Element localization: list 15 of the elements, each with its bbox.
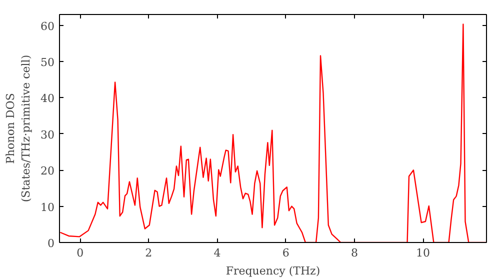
x-tick-label: 10 bbox=[416, 246, 430, 260]
y-tick-label: 60 bbox=[40, 20, 55, 33]
x-tick-label: 6 bbox=[282, 246, 290, 260]
y-axis-title: Phonon DOS (States/THz·primitive cell) bbox=[4, 54, 33, 202]
y-tick-label: 40 bbox=[40, 92, 55, 106]
x-tick-label: 2 bbox=[145, 246, 152, 260]
x-tick-label: 0 bbox=[76, 246, 84, 260]
y-tick-label: 30 bbox=[40, 128, 55, 142]
x-axis-title: Frequency (THz) bbox=[226, 264, 320, 278]
y-tick-label: 50 bbox=[40, 56, 55, 70]
x-tick-label: 8 bbox=[350, 246, 358, 260]
y-tick-label: 20 bbox=[40, 164, 55, 178]
x-tick-label: 4 bbox=[214, 246, 221, 260]
y-tick-label: 0 bbox=[48, 237, 54, 250]
y-tick-label: 10 bbox=[40, 200, 55, 214]
